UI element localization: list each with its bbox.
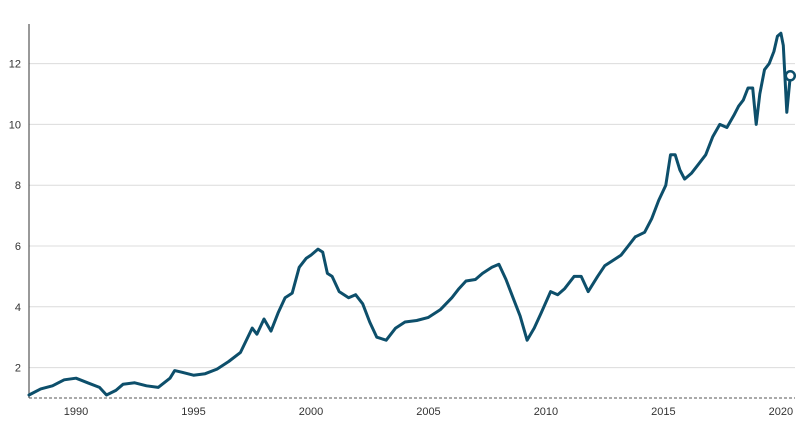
x-tick-label: 2010 [534, 406, 558, 418]
x-tick-label: 2015 [651, 406, 675, 418]
y-tick-label: 6 [15, 241, 21, 253]
y-tick-label: 12 [9, 59, 21, 71]
y-tick-label: 2 [15, 363, 21, 375]
y-tick-label: 8 [15, 180, 21, 192]
x-tick-label: 1995 [181, 406, 205, 418]
last-point-marker[interactable] [784, 70, 797, 82]
x-tick-label: 2005 [416, 406, 440, 418]
x-tick-label: 2020 [769, 406, 793, 418]
x-tick-label: 2000 [299, 406, 323, 418]
x-axis-ticks: 1990 1995 2000 2005 2010 2015 2020 [64, 406, 793, 418]
series-line [27, 31, 792, 397]
y-tick-label: 4 [15, 302, 21, 314]
y-axis-ticks: 2 4 6 8 10 12 [9, 59, 21, 375]
y-tick-label: 10 [9, 119, 21, 131]
x-tick-label: 1990 [64, 406, 88, 418]
gridlines [29, 63, 795, 369]
